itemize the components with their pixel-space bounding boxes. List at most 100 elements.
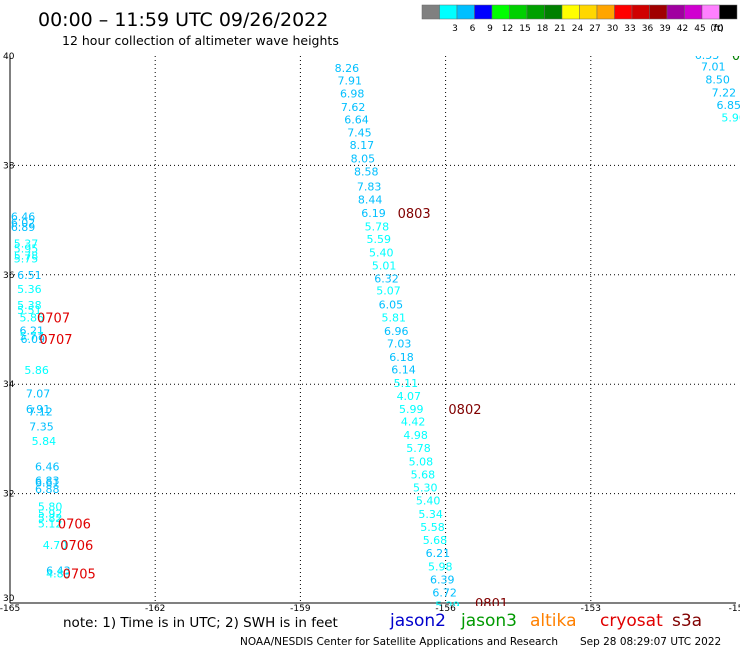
swh-value: 5.90: [721, 111, 740, 124]
scale-swatch: [439, 4, 458, 20]
y-tick-label: 30: [3, 594, 15, 604]
swh-value: 6.96: [384, 325, 409, 338]
swh-value: 7.62: [341, 101, 366, 114]
swh-value: 6.64: [344, 113, 369, 126]
swh-value: 5.36: [17, 283, 42, 296]
plot-area: 8.267.916.987.626.647.458.178.058.58 7.83…: [11, 49, 740, 606]
footer-timestamp: Sep 28 08:29:07 UTC 2022: [580, 636, 721, 648]
swh-value: 7.01: [701, 60, 726, 73]
swh-value: 7.22: [712, 87, 737, 100]
swh-value: 5.99: [399, 403, 424, 416]
swh-value: 5.86: [24, 364, 49, 377]
scale-label: 39: [659, 24, 671, 34]
swh-value: 6.46: [35, 460, 60, 473]
swh-value: 5.92: [38, 507, 63, 520]
scale-label: 45: [694, 24, 705, 34]
scale-swatch: [666, 4, 685, 20]
time-label: 0705: [63, 567, 96, 582]
swh-value: 5.98: [428, 560, 453, 573]
y-tick-label: 32: [3, 490, 14, 500]
swh-value: 5.38: [17, 299, 42, 312]
scale-label: 12: [502, 24, 513, 34]
swh-value: 8.58: [354, 165, 379, 178]
swh-value: 4.83: [46, 567, 71, 580]
swh-value: 6.51: [17, 269, 42, 282]
swh-value: 5.68: [411, 468, 436, 481]
swh-value: 5.01: [372, 260, 397, 273]
scale-swatch: [719, 4, 738, 20]
swh-value: 6.53: [695, 49, 720, 62]
swh-value: 7.12: [28, 406, 53, 419]
scale-label: 6: [470, 24, 476, 34]
swh-value: 6.88: [35, 483, 60, 496]
swh-value: 6.89: [11, 221, 36, 234]
swh-value: 8.26: [335, 62, 360, 75]
swh-value: 8.50: [705, 74, 730, 87]
swh-value: 7.03: [387, 338, 412, 351]
scale-swatch: [474, 4, 493, 20]
swh-value: 6.14: [391, 363, 416, 376]
footer-credit: NOAA/NESDIS Center for Satellite Applica…: [240, 636, 558, 648]
swh-value: 8.05: [351, 152, 376, 165]
swh-value: 5.07: [376, 285, 401, 298]
swh-value: 6.83: [35, 474, 60, 487]
scale-label: 33: [624, 24, 635, 34]
swh-value: 5.81: [382, 311, 407, 324]
swh-value: 5.80: [38, 501, 63, 514]
swh-value: 5.75: [14, 252, 39, 265]
swh-value: 7.91: [338, 75, 363, 88]
y-tick-label: 40: [3, 52, 15, 62]
swh-value: 6.02: [11, 216, 36, 229]
swh-value: 5.68: [423, 534, 448, 547]
scale-swatch: [561, 4, 580, 20]
swh-value: 5.40: [416, 495, 441, 508]
swh-value: 6.39: [430, 573, 455, 586]
swh-value: 6.21: [426, 547, 451, 560]
swh-value: 8.44: [358, 193, 383, 206]
time-label: 0706: [58, 518, 91, 533]
swh-value: 7.45: [347, 127, 372, 140]
scale-label: 36: [642, 24, 654, 34]
swh-value: 6.85: [716, 99, 740, 112]
scale-label: 3: [452, 24, 458, 34]
swh-value: 6.32: [374, 273, 399, 286]
swh-value: 4.98: [403, 429, 428, 442]
swh-value: 5.58: [420, 521, 445, 534]
time-label: 0706: [60, 539, 93, 554]
satellite-cryosat: cryosat: [600, 611, 663, 631]
satellite-jason2: jason2: [389, 611, 446, 631]
swh-value: 5.78: [14, 250, 39, 263]
scale-label: 42: [677, 24, 688, 34]
swh-value: 6.19: [361, 207, 386, 220]
x-tick-label: -165: [0, 604, 20, 614]
swh-value: 6.46: [11, 210, 36, 223]
scale-label: 9: [487, 24, 493, 34]
scale-label: 24: [572, 24, 584, 34]
swh-value: 5.78: [406, 442, 431, 455]
swh-value: 6.18: [389, 351, 414, 364]
swh-value: 4.07: [397, 390, 422, 403]
swh-value: 5.84: [32, 435, 57, 448]
scale-swatch: [579, 4, 598, 20]
axes: [9, 56, 736, 604]
swh-value: 8.17: [350, 139, 375, 152]
swh-value: 5.12: [38, 518, 63, 531]
satellite-jason3: jason3: [460, 611, 517, 631]
scale-swatch: [456, 4, 475, 20]
satellite-legend: jason2 jason3 altika cryosat s3a: [389, 611, 702, 631]
swh-value: 5.30: [413, 482, 438, 495]
swh-value: 5.77: [20, 330, 45, 343]
scale-swatch: [701, 4, 720, 20]
scale-swatch: [684, 4, 703, 20]
scale-swatch: [491, 4, 510, 20]
swh-value: 5.37: [14, 238, 39, 251]
swh-value: 4.42: [401, 415, 426, 428]
time-label: 0707: [39, 333, 72, 348]
swh-value: 5.11: [394, 377, 419, 390]
y-tick-label: 34: [3, 380, 15, 390]
scale-swatch: [649, 4, 668, 20]
time-label: 0802: [448, 403, 481, 418]
swh-value: 7.07: [26, 387, 51, 400]
swh-value: 6.61: [35, 477, 60, 490]
